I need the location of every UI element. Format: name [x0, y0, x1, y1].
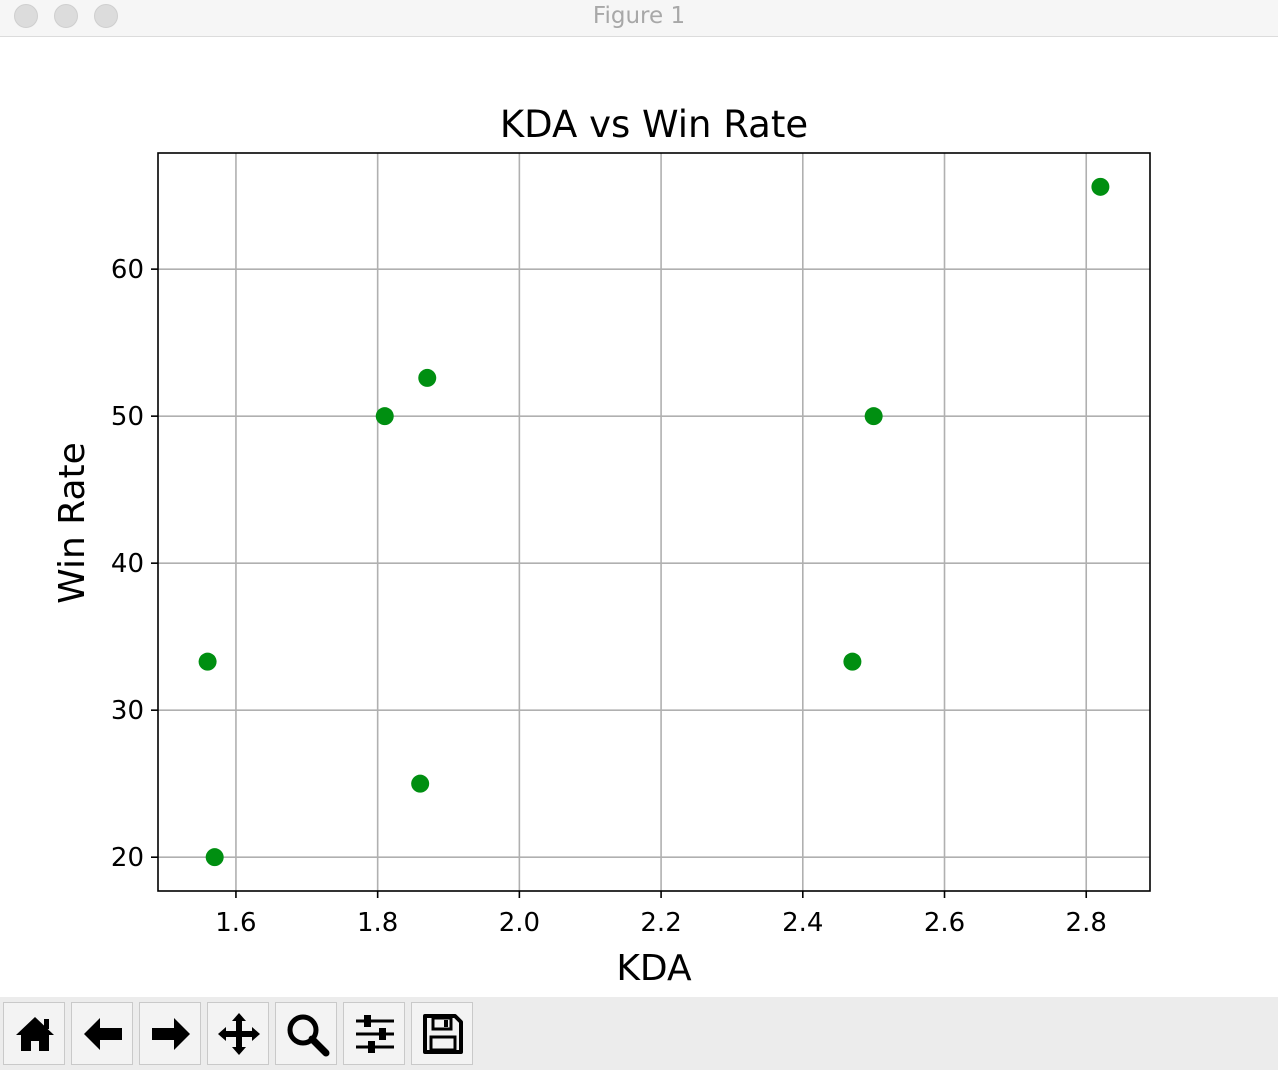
- forward-button[interactable]: [139, 1002, 201, 1065]
- scatter-point: [198, 652, 217, 671]
- x-tick-label: 2.8: [1066, 908, 1107, 938]
- navigation-toolbar: [0, 997, 1278, 1070]
- y-tick-label: 20: [111, 843, 144, 873]
- save-icon: [423, 1014, 463, 1054]
- scatter-point: [418, 368, 437, 387]
- y-tick-label: 40: [111, 549, 144, 579]
- data-points: [198, 177, 1110, 867]
- back-arrow-icon: [84, 1018, 122, 1050]
- y-tick-label: 30: [111, 696, 144, 726]
- scatter-point: [1091, 177, 1110, 196]
- back-button[interactable]: [71, 1002, 133, 1065]
- y-tick-label: 60: [111, 255, 144, 285]
- x-tick-label: 1.8: [357, 908, 398, 938]
- window-title: Figure 1: [592, 3, 686, 29]
- x-tick-label: 2.2: [640, 908, 681, 938]
- y-axis-label: Win Rate: [52, 442, 93, 604]
- x-tick-label: 2.4: [782, 908, 823, 938]
- x-tick-label: 2.0: [499, 908, 540, 938]
- home-icon: [16, 1017, 54, 1051]
- scatter-chart: 1.6 1.8 2.0 2.2 2.4 2.6 2.8 20 30 40 50 60 KDA vs W…: [52, 103, 1151, 989]
- zoom-button[interactable]: [275, 1002, 337, 1065]
- scatter-point: [375, 407, 394, 426]
- forward-arrow-icon: [152, 1018, 190, 1050]
- scatter-point: [843, 652, 862, 671]
- axis-ticks: 1.6 1.8 2.0 2.2 2.4 2.6 2.8 20 30 40 50 60: [111, 255, 1107, 938]
- figure-canvas[interactable]: 1.6 1.8 2.0 2.2 2.4 2.6 2.8 20 30 40 50 60 KDA vs W…: [0, 37, 1278, 997]
- axes-frame: [157, 152, 1151, 892]
- scatter-point: [205, 848, 224, 867]
- chart-title: KDA vs Win Rate: [500, 103, 808, 146]
- x-tick-label: 2.6: [924, 908, 965, 938]
- minimize-window-button[interactable]: [54, 4, 78, 28]
- x-axis-label: KDA: [616, 948, 692, 989]
- x-tick-label: 1.6: [215, 908, 256, 938]
- close-window-button[interactable]: [14, 4, 38, 28]
- configure-subplots-button[interactable]: [343, 1002, 405, 1065]
- subplots-config-icon: [356, 1015, 394, 1053]
- y-tick-label: 50: [111, 402, 144, 432]
- save-figure-button[interactable]: [411, 1002, 473, 1065]
- grid-lines: [158, 153, 1150, 891]
- scatter-point: [411, 774, 430, 793]
- zoom-window-button[interactable]: [94, 4, 118, 28]
- home-button[interactable]: [3, 1002, 65, 1065]
- scatter-point: [864, 407, 883, 426]
- zoom-icon: [287, 1014, 330, 1057]
- pan-icon: [218, 1013, 260, 1055]
- title-bar: Figure 1: [0, 0, 1278, 37]
- pan-button[interactable]: [207, 1002, 269, 1065]
